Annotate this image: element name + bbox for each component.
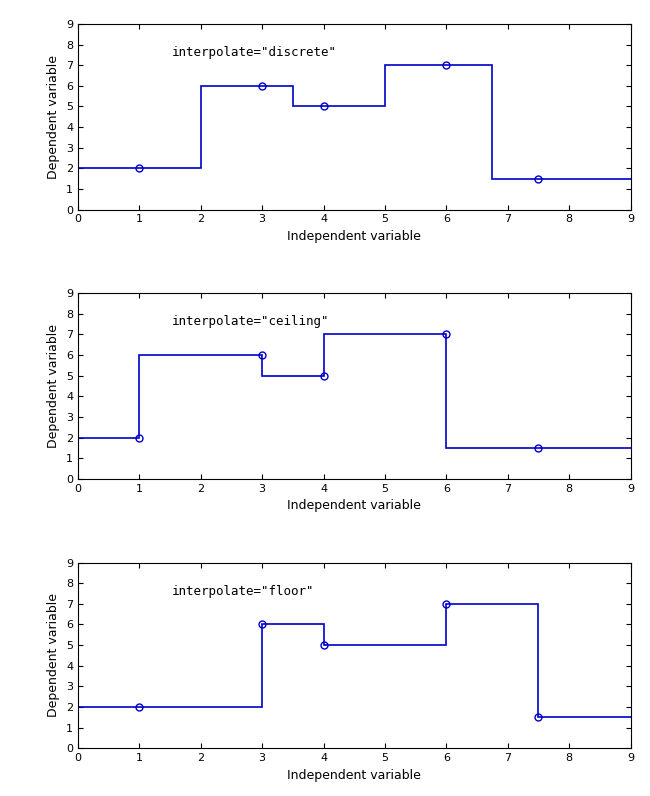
X-axis label: Independent variable: Independent variable (287, 499, 421, 513)
Text: interpolate="floor": interpolate="floor" (172, 585, 315, 598)
Text: interpolate="ceiling": interpolate="ceiling" (172, 315, 330, 329)
Text: interpolate="discrete": interpolate="discrete" (172, 46, 337, 59)
X-axis label: Independent variable: Independent variable (287, 769, 421, 782)
X-axis label: Independent variable: Independent variable (287, 230, 421, 243)
Y-axis label: Dependent variable: Dependent variable (47, 324, 60, 448)
Y-axis label: Dependent variable: Dependent variable (47, 55, 60, 179)
Y-axis label: Dependent variable: Dependent variable (47, 593, 60, 717)
